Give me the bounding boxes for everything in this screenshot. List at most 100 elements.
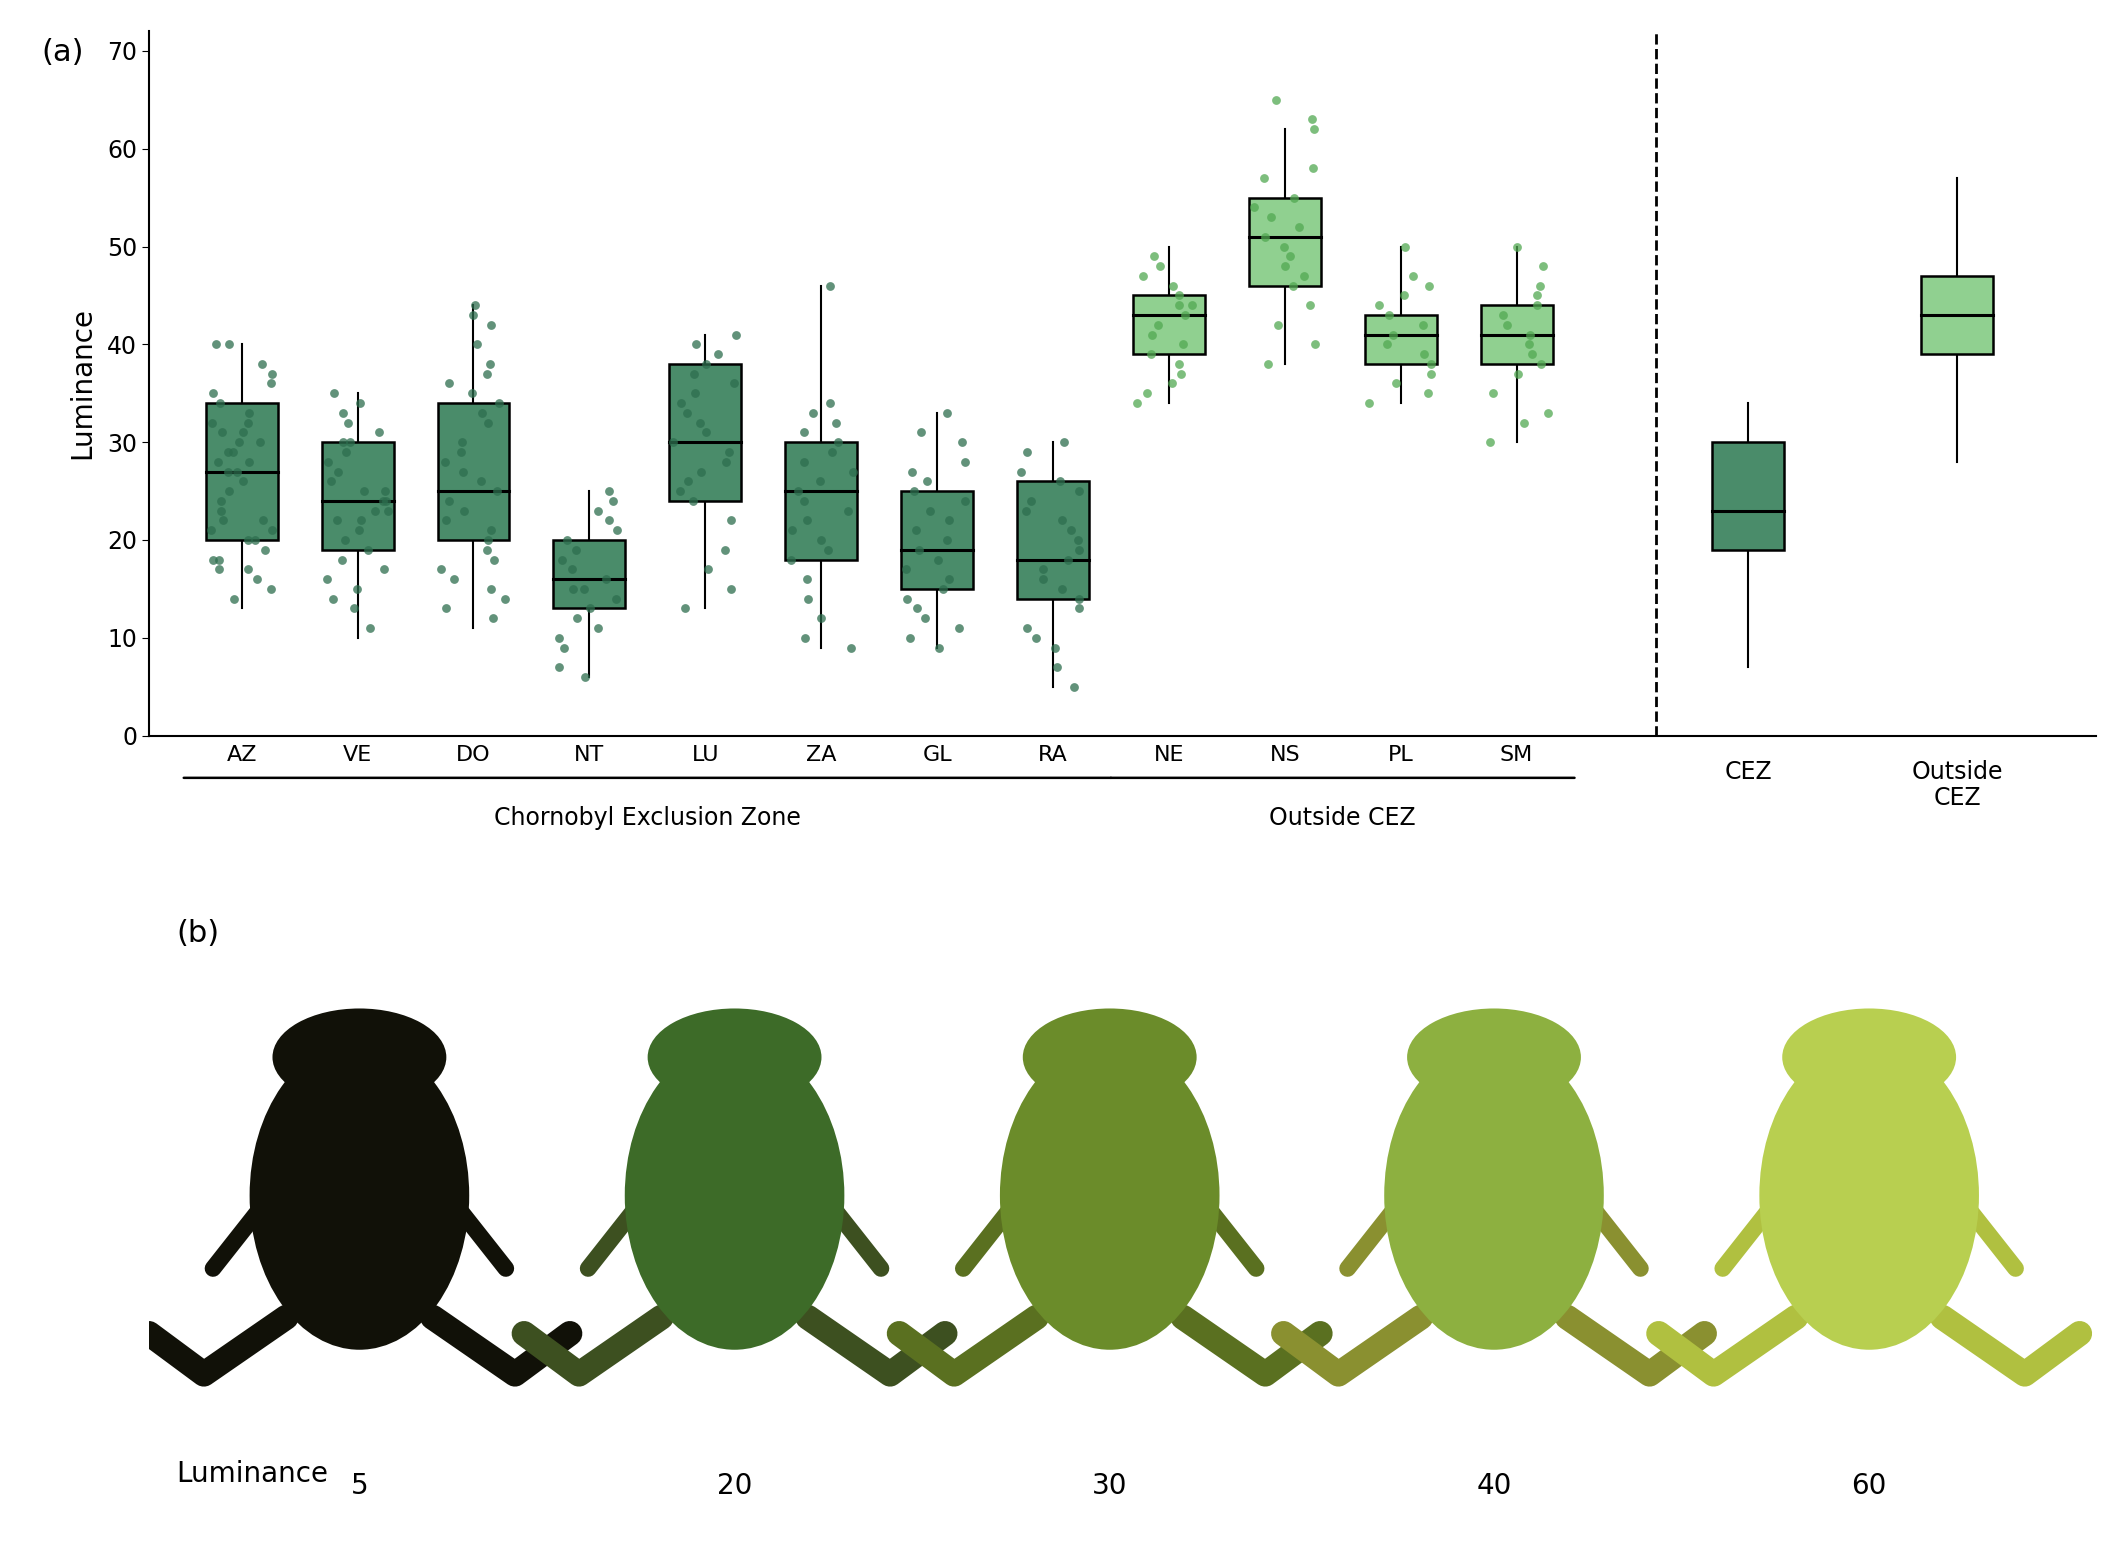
Point: [1247, 166, 1281, 191]
Ellipse shape: [647, 1008, 821, 1105]
FancyBboxPatch shape: [553, 539, 626, 608]
Point: [1296, 155, 1330, 180]
Point: [196, 381, 230, 406]
Point: [592, 478, 626, 503]
Point: [347, 478, 381, 503]
Point: [340, 577, 375, 602]
FancyBboxPatch shape: [1364, 315, 1436, 364]
Point: [1396, 263, 1430, 289]
Point: [1043, 469, 1077, 494]
Point: [543, 626, 577, 651]
Point: [445, 439, 479, 464]
Point: [204, 499, 238, 524]
Point: [670, 400, 704, 425]
Point: [1260, 88, 1294, 113]
Point: [775, 517, 809, 543]
Point: [898, 517, 932, 543]
FancyBboxPatch shape: [1481, 306, 1553, 364]
Text: Luminance: Luminance: [177, 1460, 328, 1488]
Point: [351, 538, 385, 563]
Point: [894, 626, 928, 651]
Point: [326, 400, 360, 425]
Point: [1119, 390, 1153, 416]
Point: [1055, 674, 1090, 699]
Point: [668, 596, 702, 621]
Point: [1283, 215, 1317, 240]
Point: [240, 566, 275, 591]
Point: [328, 527, 362, 552]
Point: [709, 448, 743, 474]
Point: [1053, 517, 1087, 543]
Point: [362, 420, 396, 445]
Point: [255, 361, 289, 386]
Point: [1473, 430, 1507, 455]
Point: [689, 420, 724, 445]
Ellipse shape: [626, 1041, 845, 1350]
Point: [472, 411, 506, 436]
Point: [1019, 626, 1053, 651]
Point: [221, 430, 255, 455]
Point: [428, 448, 462, 474]
Ellipse shape: [272, 1008, 447, 1105]
FancyBboxPatch shape: [1132, 295, 1204, 354]
Point: [445, 430, 479, 455]
Point: [1519, 282, 1553, 307]
Point: [836, 459, 870, 485]
Point: [455, 381, 489, 406]
Point: [821, 430, 855, 455]
Point: [1062, 586, 1096, 612]
Point: [1247, 224, 1281, 249]
Point: [1011, 439, 1045, 464]
Point: [896, 478, 930, 503]
Point: [353, 616, 387, 641]
Point: [1524, 351, 1558, 376]
Point: [1294, 293, 1328, 318]
Point: [326, 430, 360, 455]
Point: [326, 547, 360, 572]
Point: [664, 478, 698, 503]
Point: [1041, 654, 1075, 679]
Point: [932, 566, 966, 591]
Point: [545, 547, 579, 572]
Point: [232, 400, 266, 425]
FancyBboxPatch shape: [1249, 198, 1321, 285]
Point: [1362, 293, 1396, 318]
Point: [1164, 361, 1198, 386]
Text: (b): (b): [177, 919, 219, 949]
Point: [1062, 527, 1096, 552]
Point: [787, 420, 821, 445]
Point: [226, 420, 260, 445]
Point: [211, 459, 245, 485]
FancyBboxPatch shape: [206, 403, 277, 539]
Point: [1134, 342, 1168, 367]
Point: [247, 508, 281, 533]
Point: [219, 459, 253, 485]
Point: [1162, 351, 1196, 376]
Point: [475, 312, 509, 337]
Point: [913, 499, 947, 524]
Point: [1253, 205, 1287, 230]
Ellipse shape: [1024, 1008, 1196, 1105]
Point: [487, 586, 521, 612]
Point: [789, 566, 824, 591]
Point: [566, 577, 600, 602]
Point: [664, 390, 698, 416]
Point: [1162, 282, 1196, 307]
Point: [555, 577, 589, 602]
Point: [368, 488, 402, 513]
Point: [475, 517, 509, 543]
Point: [317, 381, 351, 406]
Point: [555, 557, 589, 582]
Point: [787, 626, 821, 651]
Point: [677, 381, 711, 406]
Point: [683, 459, 717, 485]
Point: [568, 665, 602, 690]
Point: [343, 508, 377, 533]
Point: [1047, 430, 1081, 455]
Point: [343, 517, 377, 543]
Text: Chornobyl Exclusion Zone: Chornobyl Exclusion Zone: [494, 806, 800, 829]
Point: [432, 372, 466, 397]
Point: [470, 527, 504, 552]
Point: [781, 478, 815, 503]
Point: [598, 586, 632, 612]
